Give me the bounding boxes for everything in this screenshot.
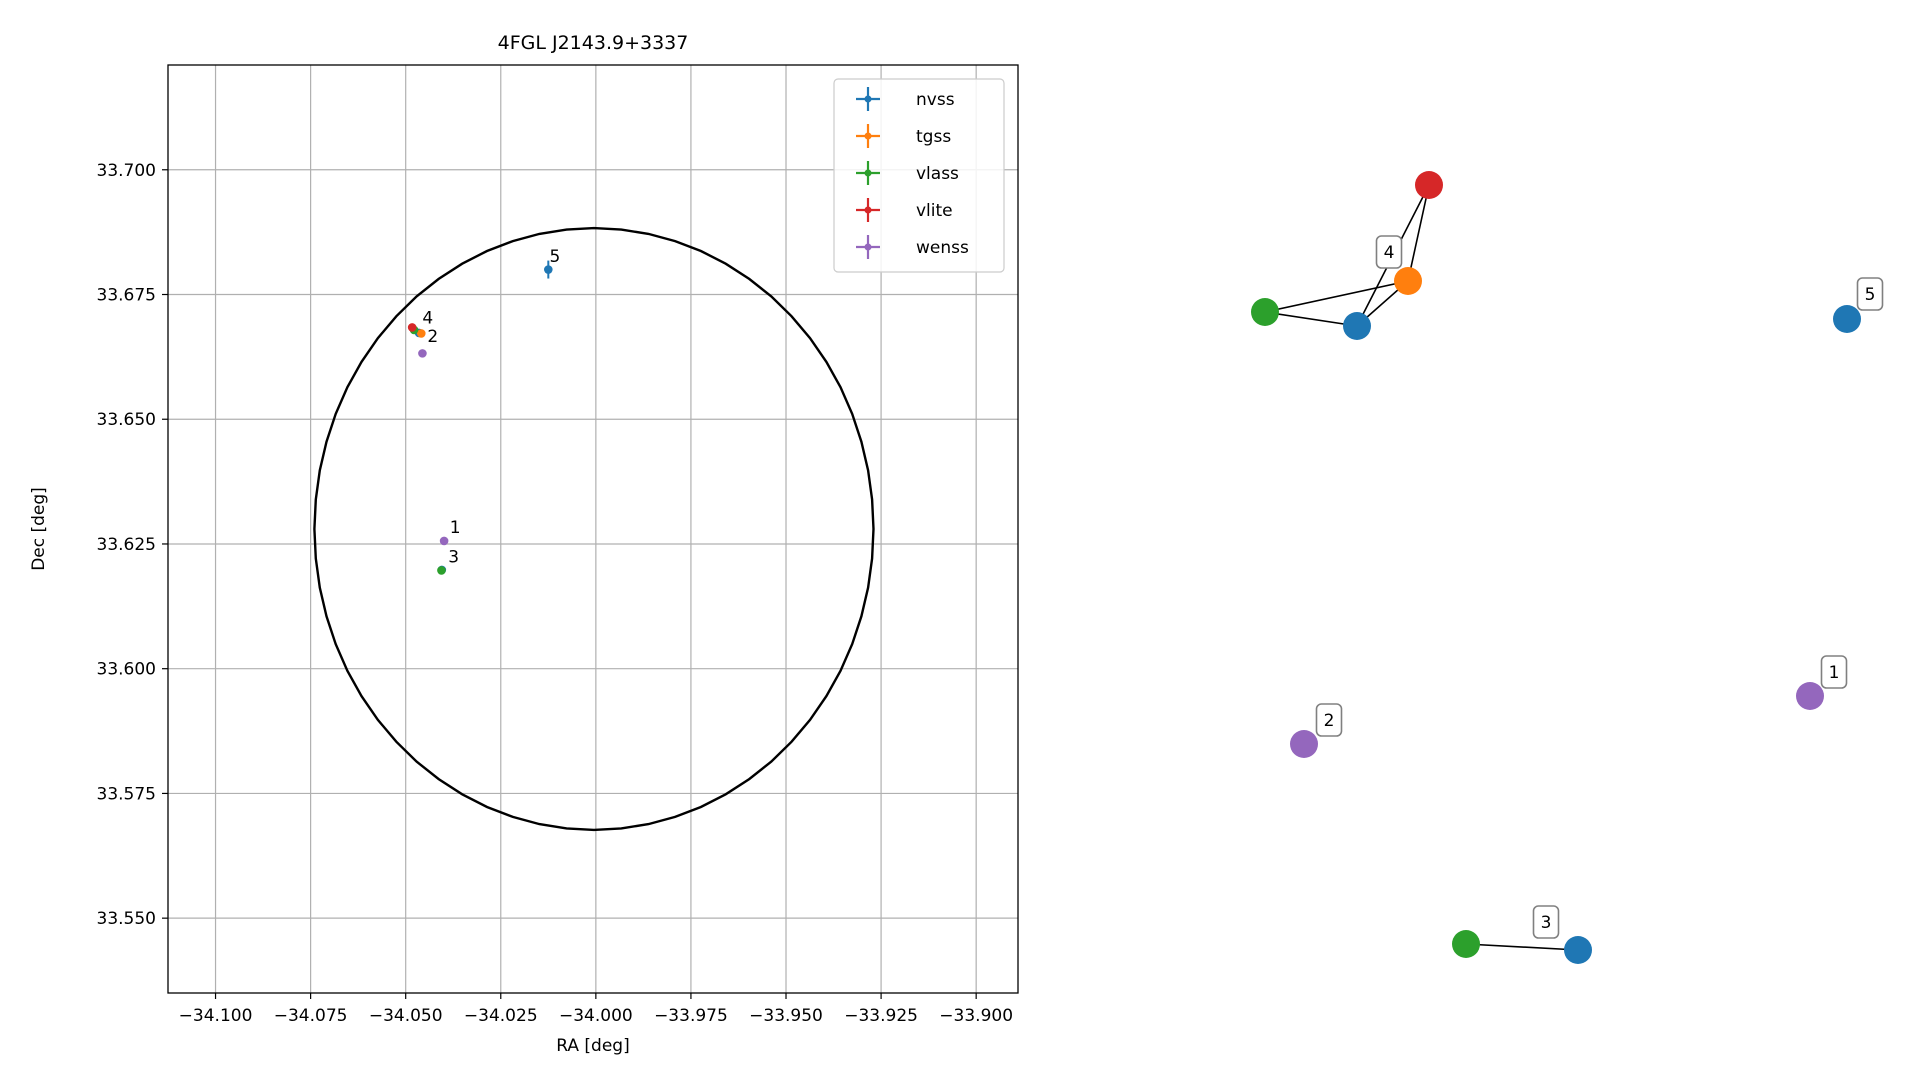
network-edge bbox=[1465, 943, 1579, 951]
network-node-5-nvss bbox=[1833, 305, 1861, 333]
point-annotation: 4 bbox=[422, 308, 433, 328]
legend-swatch-dot bbox=[864, 132, 872, 140]
network-edge bbox=[1264, 311, 1358, 327]
scatter-panel: 5 42 1 3 −34.100 −34.075 −34.050 −34.025 −34.00… bbox=[29, 32, 1019, 1056]
network-node-4-vlite bbox=[1415, 171, 1443, 199]
data-point-vlass bbox=[437, 566, 446, 575]
node-label-box bbox=[1375, 235, 1403, 269]
legend-swatch-dot bbox=[864, 243, 872, 251]
network-node-1-wenss bbox=[1796, 682, 1824, 710]
node-label: 1 bbox=[1829, 663, 1840, 683]
data-point-vlite bbox=[407, 323, 417, 332]
node-label-box bbox=[1856, 277, 1884, 311]
network-panel: 4 5 1 2 3 bbox=[1251, 171, 1884, 964]
data-point-wenss bbox=[439, 536, 449, 546]
network-edge bbox=[1407, 184, 1430, 282]
legend-frame bbox=[833, 78, 1005, 273]
node-label-box bbox=[1532, 905, 1560, 939]
legend-swatch-dot bbox=[864, 206, 872, 214]
data-points-layer bbox=[407, 260, 553, 575]
node-label-layer: 4 5 1 2 3 bbox=[1315, 235, 1884, 939]
legend-entry-nvss: nvss bbox=[916, 90, 955, 110]
network-edge bbox=[1264, 280, 1409, 313]
y-tick-label: 33.625 bbox=[97, 535, 156, 555]
legend-entry-tgss: tgss bbox=[916, 127, 951, 147]
node-label: 4 bbox=[1384, 243, 1395, 263]
legend: nvss tgss vlass vlite wenss bbox=[833, 78, 1005, 273]
y-tick-label: 33.550 bbox=[97, 909, 156, 929]
x-tick-label: −33.975 bbox=[654, 1006, 728, 1026]
y-tick-label: 33.700 bbox=[97, 161, 156, 181]
x-tick-label: −33.925 bbox=[844, 1006, 918, 1026]
data-point-wenss bbox=[418, 349, 427, 358]
point-annotation: 5 bbox=[549, 247, 560, 267]
point-annotation: 1 bbox=[450, 518, 461, 538]
network-node-2-wenss bbox=[1290, 730, 1318, 758]
network-node-4-tgss bbox=[1394, 267, 1422, 295]
legend-swatch-dot bbox=[864, 169, 872, 177]
x-ticks: −34.100 −34.075 −34.050 −34.025 −34.000 −33.9… bbox=[179, 993, 1013, 1026]
node-label: 2 bbox=[1324, 711, 1335, 731]
x-tick-label: −34.050 bbox=[369, 1006, 443, 1026]
data-point-tgss bbox=[416, 329, 426, 338]
data-point-nvss bbox=[544, 265, 553, 274]
y-tick-label: 33.600 bbox=[97, 660, 156, 680]
x-tick-label: −34.100 bbox=[179, 1006, 253, 1026]
annotation-layer: 5 42 1 3 bbox=[422, 247, 560, 567]
legend-entry-wenss: wenss bbox=[916, 238, 969, 258]
point-annotation: 3 bbox=[448, 547, 459, 567]
network-node-3-nvss bbox=[1564, 936, 1592, 964]
x-tick-label: −33.950 bbox=[749, 1006, 823, 1026]
y-tick-label: 33.575 bbox=[97, 784, 156, 804]
x-tick-label: −34.000 bbox=[559, 1006, 633, 1026]
node-layer bbox=[1251, 171, 1861, 964]
node-label-box bbox=[1820, 655, 1848, 689]
y-axis-label: Dec [deg] bbox=[29, 487, 49, 571]
chart-title: 4FGL J2143.9+3337 bbox=[498, 32, 689, 54]
x-tick-label: −34.025 bbox=[464, 1006, 538, 1026]
x-tick-label: −33.900 bbox=[939, 1006, 1013, 1026]
plot-frame bbox=[167, 64, 1019, 994]
y-tick-label: 33.650 bbox=[97, 410, 156, 430]
grid bbox=[168, 65, 1018, 993]
localization-ellipse bbox=[313, 226, 875, 832]
node-label-box bbox=[1315, 703, 1343, 737]
y-tick-label: 33.675 bbox=[97, 286, 156, 306]
point-annotation: 2 bbox=[427, 327, 438, 347]
x-axis-label: RA [deg] bbox=[556, 1036, 629, 1056]
edge-layer bbox=[1264, 184, 1579, 951]
network-node-4-nvss bbox=[1343, 312, 1371, 340]
legend-entry-vlite: vlite bbox=[916, 201, 953, 221]
uncertainty-ellipse-layer bbox=[313, 226, 875, 832]
y-ticks: 33.550 33.575 33.600 33.625 33.650 33.675 33.7… bbox=[97, 161, 168, 929]
x-tick-label: −34.075 bbox=[274, 1006, 348, 1026]
legend-entry-vlass: vlass bbox=[916, 164, 959, 184]
node-label: 3 bbox=[1541, 913, 1552, 933]
legend-swatch-dot bbox=[864, 95, 872, 103]
network-node-3-vlass bbox=[1452, 930, 1480, 958]
node-label: 5 bbox=[1865, 285, 1876, 305]
network-node-4-vlass bbox=[1251, 298, 1279, 326]
